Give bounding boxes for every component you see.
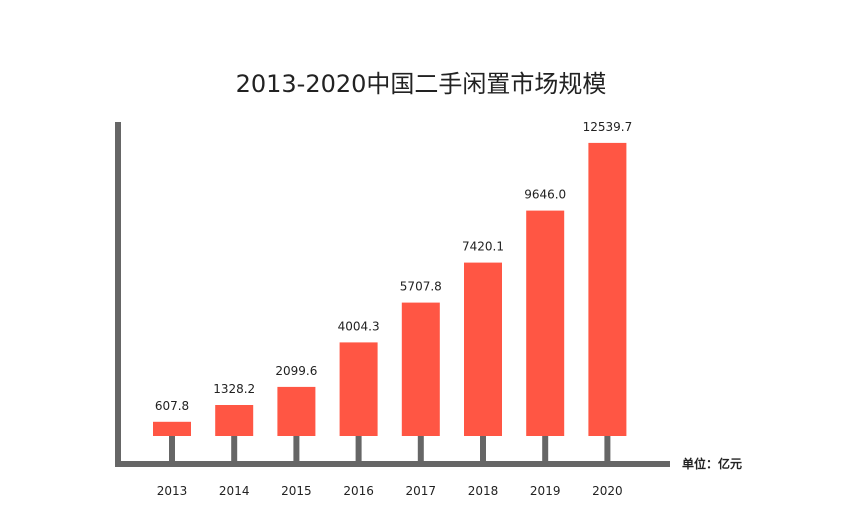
x-tick-label: 2015 <box>281 484 312 498</box>
x-tick-label: 2014 <box>219 484 250 498</box>
x-tick <box>169 436 175 464</box>
chart-title: 2013-2020中国二手闲置市场规模 <box>236 70 607 98</box>
x-tick-label: 2019 <box>530 484 561 498</box>
x-tick <box>293 436 300 464</box>
x-tick <box>231 436 238 464</box>
bar-2016 <box>339 342 378 436</box>
bar-2013 <box>153 421 191 436</box>
bar-2015 <box>277 386 316 436</box>
x-tick <box>542 436 549 464</box>
x-tick <box>604 436 611 464</box>
value-label: 7420.1 <box>462 240 504 254</box>
x-tick-label: 2013 <box>157 484 188 498</box>
x-tick-label: 2016 <box>343 484 374 498</box>
x-tick-label: 2020 <box>592 484 623 498</box>
bar-2019 <box>526 210 565 436</box>
x-tick <box>480 436 486 464</box>
x-tick-label: 2018 <box>468 484 499 498</box>
bar-2014 <box>215 405 254 436</box>
value-label: 2099.6 <box>275 364 317 378</box>
value-label: 5707.8 <box>400 280 442 294</box>
value-label: 9646.0 <box>524 188 566 202</box>
x-tick <box>355 436 362 464</box>
unit-label: 单位：亿元 <box>682 456 742 471</box>
value-label: 4004.3 <box>338 319 380 333</box>
value-label: 607.8 <box>155 399 189 413</box>
value-label: 12539.7 <box>583 120 633 134</box>
bar-2018 <box>464 262 502 436</box>
x-tick <box>417 436 424 464</box>
value-label: 1328.2 <box>213 382 255 396</box>
bar-2020 <box>588 142 627 436</box>
bars-layer: 607.8 2013 1328.2 2014 2099.6 2015 4004.3 2016 5… <box>153 120 632 498</box>
bar-2017 <box>401 302 440 436</box>
x-tick-label: 2017 <box>406 484 437 498</box>
